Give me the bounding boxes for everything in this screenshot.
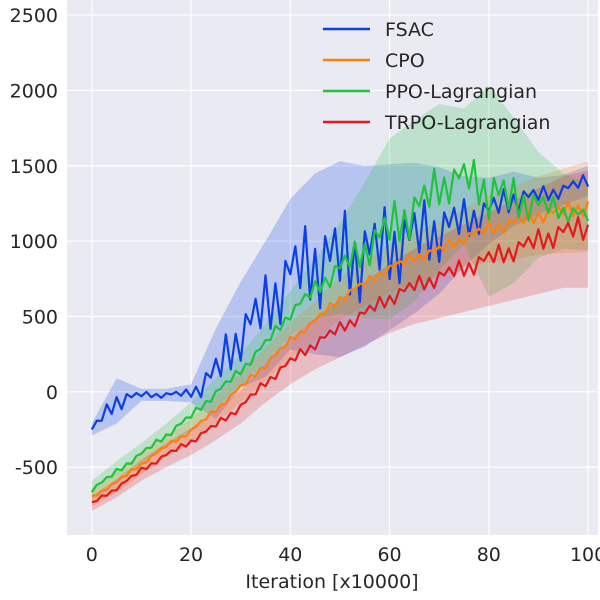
x-tick-label: 80 (477, 544, 501, 566)
x-tick-label: 100 (570, 544, 600, 566)
x-tick-label: 0 (86, 544, 98, 566)
y-tick-label: 2500 (10, 5, 58, 27)
legend-label: CPO (385, 50, 425, 72)
legend-label: PPO-Lagrangian (385, 81, 537, 103)
band-cpo (91, 161, 589, 507)
line-ppo-lagrangian (90, 158, 590, 493)
y-tick-label: -500 (15, 457, 58, 479)
legend-label: FSAC (385, 19, 434, 41)
y-tick-label: 1500 (10, 156, 58, 178)
y-tick-label: 0 (46, 382, 58, 404)
series-lines (90, 158, 590, 504)
tick-labels: 0 20 40 60 80 100 -500 0 500 1000 1500 2000 2500 (10, 5, 600, 566)
line-fsac (90, 174, 590, 431)
y-tick-label: 2000 (10, 80, 58, 102)
legend-label: TRPO-Lagrangian (384, 112, 550, 134)
plot-background (67, 0, 598, 535)
x-axis-label: Iteration [x10000] (245, 571, 418, 593)
x-tick-label: 40 (278, 544, 302, 566)
x-tick-label: 20 (179, 544, 203, 566)
x-tick-label: 60 (377, 544, 401, 566)
line-trpo-lagrangian (91, 216, 590, 504)
band-ppo-lagrangian (91, 85, 589, 499)
y-tick-label: 1000 (10, 231, 58, 253)
legend: FSAC CPO PPO-Lagrangian TRPO-Lagrangian (323, 19, 550, 134)
line-cpo (91, 200, 590, 497)
y-tick-label: 500 (22, 306, 58, 328)
